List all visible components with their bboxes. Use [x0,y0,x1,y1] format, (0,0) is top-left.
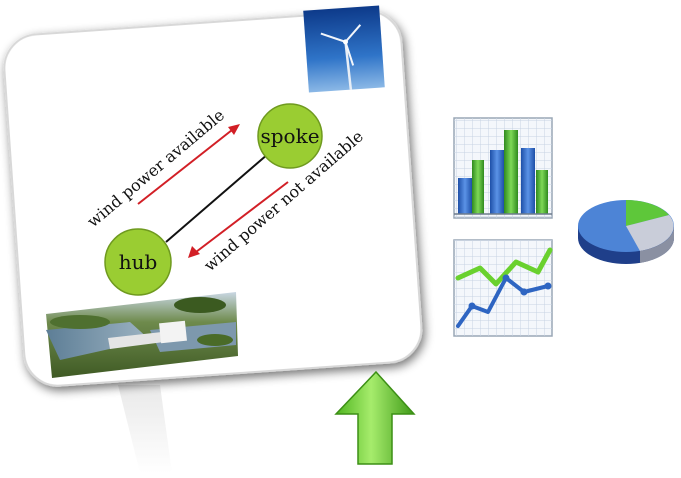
hub-spoke-link [165,153,269,243]
line-chart-icon [453,239,553,337]
pie-chart-icon [578,200,675,264]
node-hub: hub [104,228,172,296]
wind-turbine-photo [303,5,385,93]
diagram-card [3,10,423,387]
node-spoke: spoke [257,103,323,169]
hydro-dam-photo [46,292,238,378]
arrow-available [137,124,240,205]
card-reflection [118,385,172,473]
node-spoke-label: spoke [260,124,319,148]
arrow-not-available [188,181,289,258]
bar-chart-icon [453,117,553,219]
node-hub-label: hub [119,250,158,274]
up-arrow-icon [334,370,416,465]
